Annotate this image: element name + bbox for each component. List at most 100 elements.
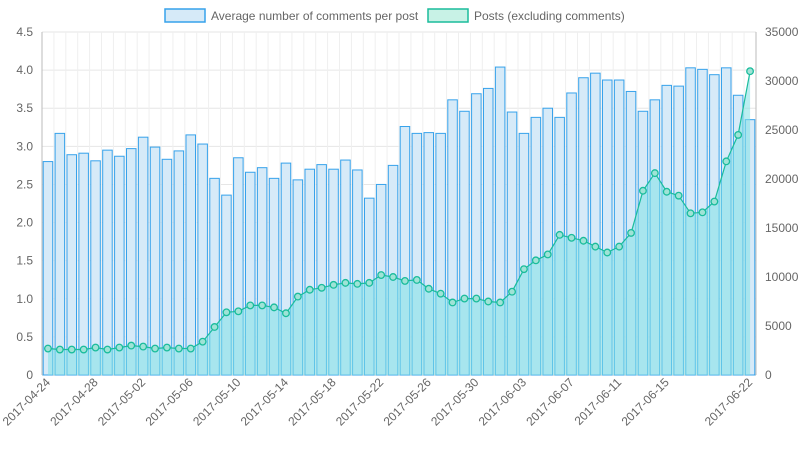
point-posts bbox=[508, 287, 516, 296]
point-posts bbox=[686, 209, 695, 218]
x-tick-label: 2017-04-28 bbox=[47, 375, 101, 429]
y-left-tick-label: 3.5 bbox=[16, 101, 33, 115]
point-posts bbox=[662, 187, 671, 196]
point-posts bbox=[710, 197, 719, 206]
y-left-tick-label: 0 bbox=[26, 368, 33, 382]
bar-comments-per-post bbox=[66, 154, 78, 376]
point-posts bbox=[210, 323, 219, 331]
point-posts bbox=[329, 280, 338, 289]
point-posts bbox=[472, 294, 481, 303]
point-posts bbox=[698, 208, 707, 217]
point-posts bbox=[79, 345, 88, 354]
y-right-tick-label: 35000 bbox=[765, 25, 799, 39]
y-left-tick-label: 2.5 bbox=[16, 177, 33, 191]
point-posts bbox=[424, 284, 433, 293]
point-posts bbox=[162, 343, 171, 352]
bar-comments-per-post bbox=[42, 161, 54, 376]
point-posts bbox=[234, 307, 243, 316]
point-posts bbox=[603, 248, 612, 257]
point-posts bbox=[270, 303, 278, 312]
x-tick-label: 2017-05-06 bbox=[143, 375, 197, 429]
x-tick-label: 2017-06-15 bbox=[619, 375, 673, 429]
legend-label-posts[interactable]: Posts (excluding comments) bbox=[474, 9, 625, 23]
point-posts bbox=[627, 228, 635, 237]
y-left-tick-label: 0.5 bbox=[16, 330, 33, 344]
y-right-tick-label: 10000 bbox=[765, 270, 799, 284]
point-posts bbox=[639, 186, 647, 195]
point-posts bbox=[401, 276, 409, 285]
point-posts bbox=[293, 292, 302, 301]
point-posts bbox=[151, 344, 159, 353]
x-tick-label: 2017-05-26 bbox=[381, 375, 435, 429]
point-posts bbox=[460, 294, 469, 303]
point-posts bbox=[377, 271, 386, 279]
point-posts bbox=[44, 344, 52, 353]
point-posts bbox=[567, 233, 576, 242]
y-right-tick-label: 30000 bbox=[765, 74, 799, 88]
point-posts bbox=[436, 289, 445, 298]
point-posts bbox=[722, 157, 731, 166]
point-posts bbox=[674, 191, 683, 200]
y-right-tick-label: 20000 bbox=[765, 172, 799, 186]
y-left-tick-label: 4.0 bbox=[16, 63, 33, 77]
point-posts bbox=[67, 345, 76, 354]
bar-comments-per-post bbox=[78, 152, 89, 376]
point-posts bbox=[543, 250, 552, 259]
point-posts bbox=[389, 273, 397, 281]
point-posts bbox=[615, 242, 624, 251]
y-right-tick-label: 15000 bbox=[765, 221, 799, 235]
x-tick-label: 2017-05-10 bbox=[190, 375, 244, 429]
x-tick-label: 2017-05-18 bbox=[285, 375, 339, 429]
bar-comments-per-post bbox=[149, 146, 161, 376]
point-posts bbox=[127, 341, 136, 350]
point-posts bbox=[198, 337, 207, 346]
bar-comments-per-post bbox=[173, 150, 185, 376]
point-posts bbox=[579, 236, 588, 245]
bar-comments-per-post bbox=[54, 132, 66, 376]
legend-swatch-posts[interactable] bbox=[427, 8, 469, 23]
point-posts bbox=[186, 344, 195, 353]
bar-comments-per-post bbox=[185, 134, 197, 376]
y-left-tick-label: 1.0 bbox=[16, 292, 33, 306]
bar-comments-per-post bbox=[90, 160, 101, 376]
bar-comments-per-post bbox=[102, 149, 113, 376]
point-posts bbox=[650, 169, 659, 178]
y-right-tick-label: 5000 bbox=[765, 319, 792, 333]
point-posts bbox=[448, 298, 457, 307]
point-posts bbox=[139, 342, 148, 351]
point-posts bbox=[520, 265, 528, 274]
point-posts bbox=[365, 278, 374, 287]
point-posts bbox=[484, 297, 493, 306]
point-posts bbox=[746, 67, 754, 76]
y-right-tick-label: 0 bbox=[765, 368, 772, 382]
x-tick-label: 2017-06-03 bbox=[476, 375, 530, 429]
y-left-tick-label: 3.0 bbox=[16, 139, 33, 153]
legend-label-comments[interactable]: Average number of comments per post bbox=[211, 9, 419, 23]
point-posts bbox=[91, 343, 100, 352]
x-tick-label: 2017-05-22 bbox=[333, 375, 387, 429]
x-tick-label: 2017-05-30 bbox=[428, 375, 482, 429]
point-posts bbox=[282, 309, 290, 318]
point-posts bbox=[305, 285, 314, 294]
point-posts bbox=[496, 298, 505, 307]
x-tick-label: 2017-05-02 bbox=[95, 375, 149, 429]
y-right-tick-label: 25000 bbox=[765, 123, 799, 137]
x-tick-label: 2017-06-07 bbox=[523, 375, 577, 429]
bar-comments-per-post bbox=[114, 155, 125, 376]
area-series bbox=[44, 67, 754, 375]
point-posts bbox=[222, 308, 231, 317]
x-tick-label: 2017-04-24 bbox=[0, 375, 53, 429]
point-posts bbox=[317, 283, 326, 292]
point-posts bbox=[174, 344, 183, 353]
y-left-tick-label: 4.5 bbox=[16, 25, 33, 39]
y-left-tick-label: 2.0 bbox=[16, 216, 33, 230]
point-posts bbox=[115, 343, 124, 352]
y-left-tick-label: 1.5 bbox=[16, 254, 33, 268]
point-posts bbox=[734, 130, 743, 139]
bar-comments-per-post bbox=[137, 136, 149, 376]
point-posts bbox=[591, 242, 600, 251]
point-posts bbox=[55, 345, 64, 354]
x-tick-label: 2017-05-14 bbox=[238, 375, 292, 429]
legend-swatch-comments[interactable] bbox=[164, 8, 206, 23]
